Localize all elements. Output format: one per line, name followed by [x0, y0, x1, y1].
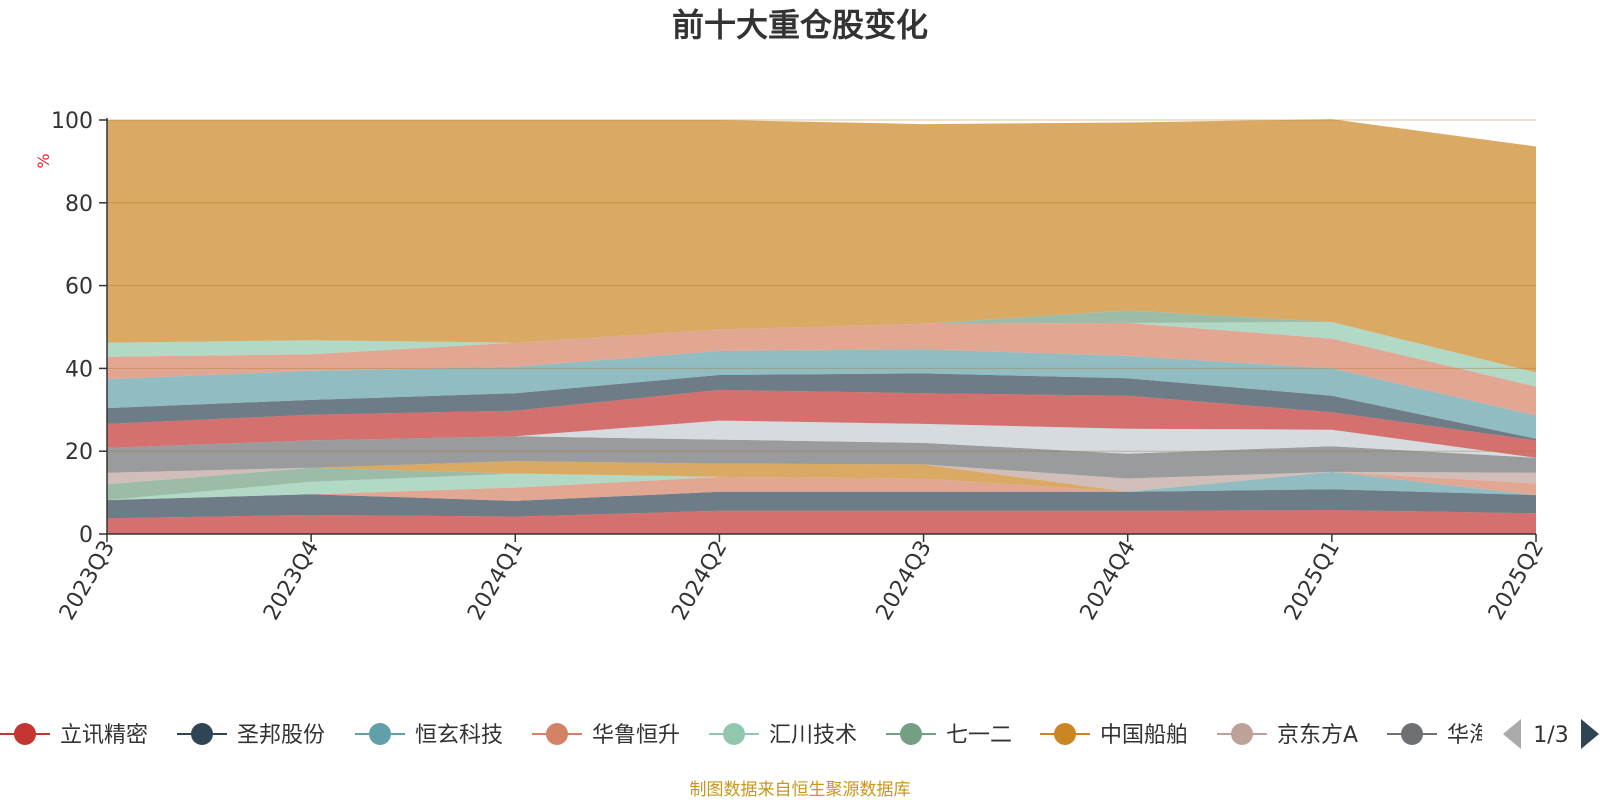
legend-item-9[interactable]: 华海药业	[1387, 723, 1535, 748]
legend-marker	[900, 723, 922, 745]
legend-item-3[interactable]: 恒玄科技	[355, 723, 503, 748]
x-tick-labels: 2023Q3 2023Q4 2024Q1 2024Q2 2024Q3 2024Q4 2025…	[55, 534, 1549, 625]
series-area-7	[107, 461, 1536, 492]
series-area-5	[107, 471, 1536, 501]
x-tick-label-2024Q1: 2024Q1	[463, 537, 528, 625]
legend-label: 京东方A	[1277, 723, 1358, 748]
legend-marker	[723, 723, 745, 745]
series-area-8	[107, 461, 1536, 492]
legend-marker	[14, 723, 36, 745]
legend-label: 圣邦股份	[237, 723, 325, 748]
legend-page-indicator: 1/3	[1533, 723, 1568, 748]
x-tick-label-2025Q2: 2025Q2	[1484, 537, 1549, 625]
triangle-right-icon[interactable]	[1581, 719, 1599, 749]
y-tick-label-60: 60	[65, 275, 93, 300]
legend-label: 华鲁恒升	[592, 723, 680, 748]
x-tick-label-2024Q4: 2024Q4	[1076, 537, 1141, 625]
legend: 立讯精密 圣邦股份 恒玄科技 华鲁恒升 汇川技术 七一二 中国船舶 京东方A 华海药业	[0, 723, 1535, 748]
y-axis-unit: %	[34, 153, 53, 168]
y-tick-label-0: 0	[79, 523, 93, 548]
legend-item-1[interactable]: 立讯精密	[0, 723, 148, 748]
x-tick-label-2023Q3: 2023Q3	[55, 537, 120, 625]
series-area-14	[107, 322, 1536, 416]
legend-item-8[interactable]: 京东方A	[1217, 723, 1358, 748]
y-tick-label-80: 80	[65, 192, 93, 217]
legend-label: 立讯精密	[60, 723, 148, 748]
source-note: 制图数据来自恒生聚源数据库	[690, 780, 911, 800]
series-areas	[107, 119, 1536, 534]
legend-marker	[1401, 723, 1423, 745]
y-tick-labels: 0 20 40 60 80 100	[51, 109, 107, 548]
legend-item-5[interactable]: 汇川技术	[709, 723, 857, 748]
legend-item-7[interactable]: 中国船舶	[1040, 723, 1188, 748]
x-tick-label-2025Q1: 2025Q1	[1280, 537, 1345, 625]
axes	[106, 118, 1536, 535]
x-tick-label-2024Q3: 2024Q3	[871, 537, 936, 625]
legend-marker	[191, 723, 213, 745]
legend-label: 汇川技术	[769, 723, 857, 748]
y-tick-label-20: 20	[65, 440, 93, 465]
y-tick-label-40: 40	[65, 357, 93, 382]
series-area-4	[107, 471, 1536, 501]
grid-lines	[107, 119, 1536, 452]
legend-item-2[interactable]: 圣邦股份	[177, 723, 325, 748]
series-area-2	[107, 489, 1536, 519]
series-area-12	[107, 373, 1536, 441]
series-area-10	[107, 420, 1536, 458]
series-area-1	[107, 510, 1536, 534]
legend-label: 华海药业	[1447, 723, 1535, 748]
legend-label: 七一二	[946, 723, 1012, 748]
legend-item-6[interactable]: 七一二	[886, 723, 1012, 748]
series-area-17	[107, 119, 1536, 373]
triangle-left-icon[interactable]	[1503, 719, 1521, 749]
legend-marker	[1054, 723, 1076, 745]
y-tick-label-100: 100	[51, 109, 93, 134]
series-area-3	[107, 471, 1536, 501]
legend-pager: 1/3	[1503, 719, 1599, 749]
legend-label: 恒玄科技	[415, 723, 503, 748]
x-tick-label-2023Q4: 2023Q4	[259, 537, 324, 625]
series-area-13	[107, 349, 1536, 439]
legend-marker	[369, 723, 391, 745]
legend-label: 中国船舶	[1100, 723, 1188, 748]
legend-item-4[interactable]: 华鲁恒升	[532, 723, 680, 748]
series-area-9	[107, 436, 1536, 479]
chart-title: 前十大重仓股变化	[672, 6, 928, 44]
series-area-11	[107, 389, 1536, 458]
x-tick-label-2024Q2: 2024Q2	[667, 537, 732, 625]
legend-marker	[546, 723, 568, 745]
legend-marker	[1231, 723, 1253, 745]
